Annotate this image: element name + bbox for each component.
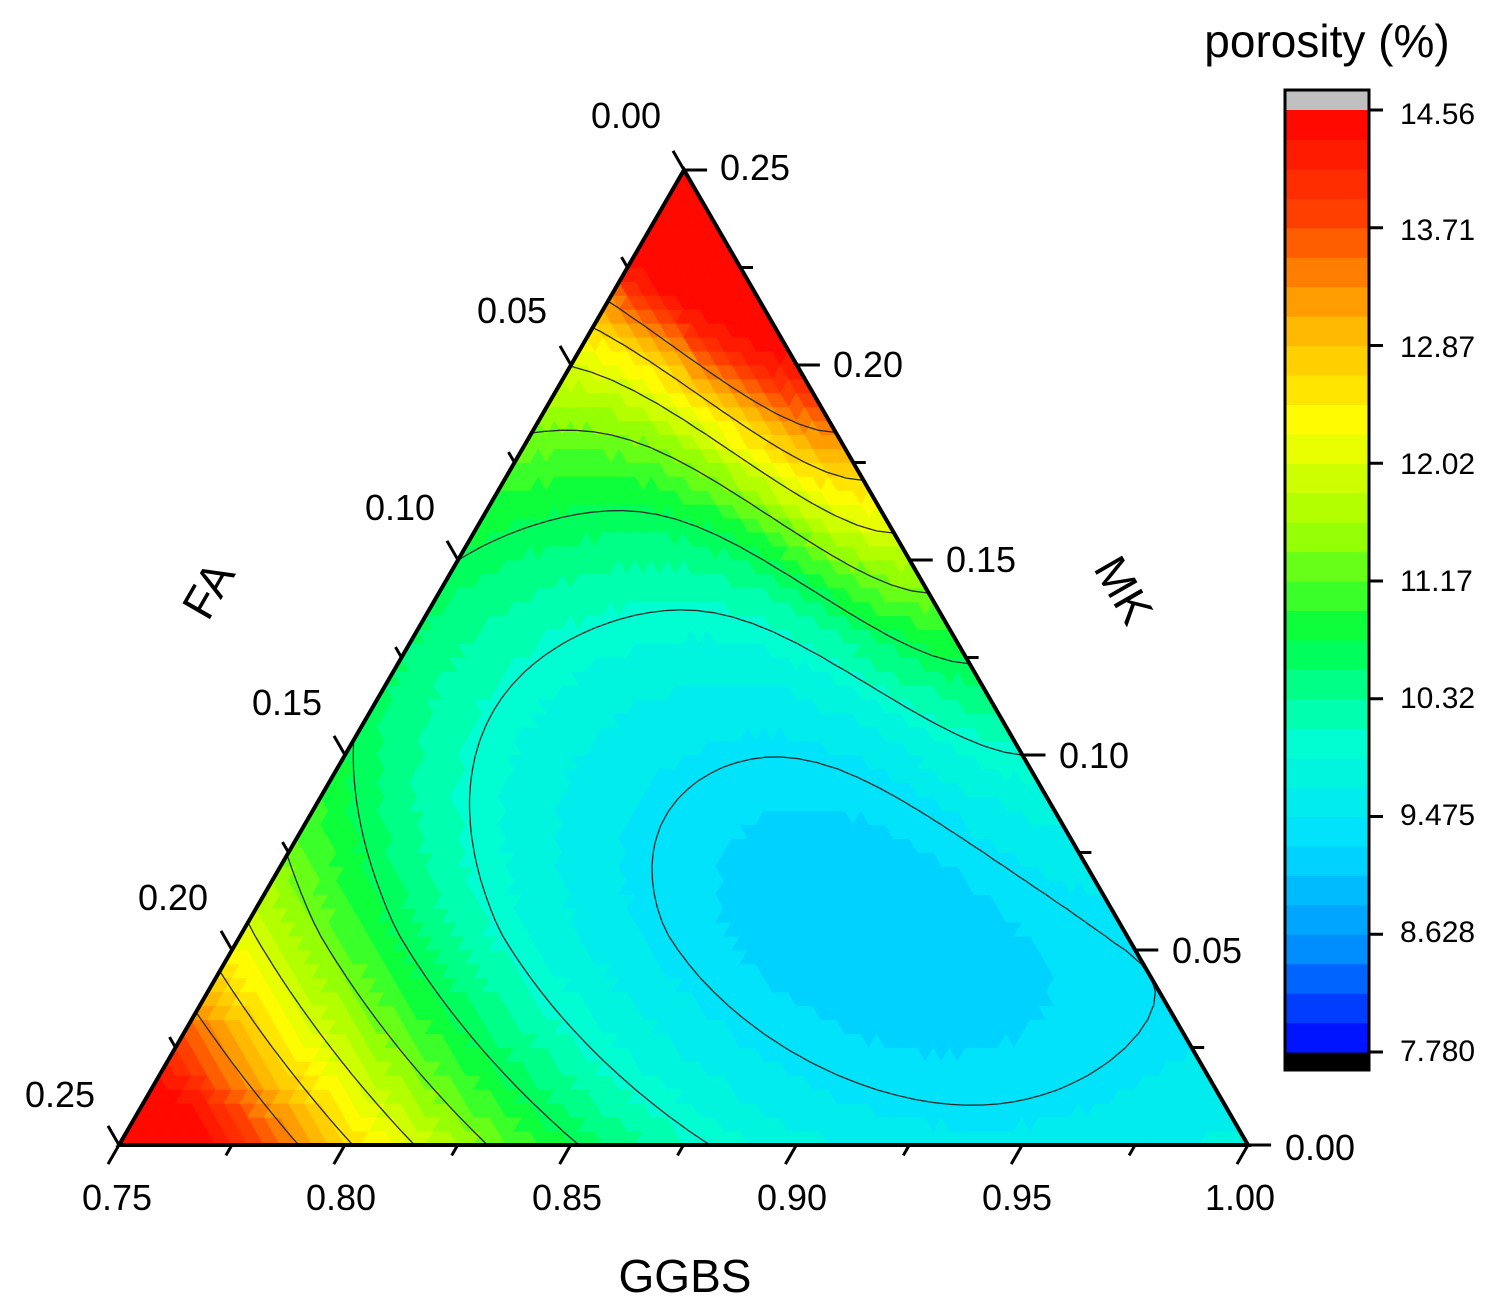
contour-segment (618, 307, 621, 310)
contour-segment (619, 308, 621, 310)
contour-segment (240, 1073, 243, 1076)
porosity-field (119, 170, 1248, 1145)
contour-segment (261, 1033, 264, 1036)
contour-segment (286, 1130, 289, 1133)
contour-segment (271, 1046, 273, 1048)
contour-segment (818, 429, 824, 432)
